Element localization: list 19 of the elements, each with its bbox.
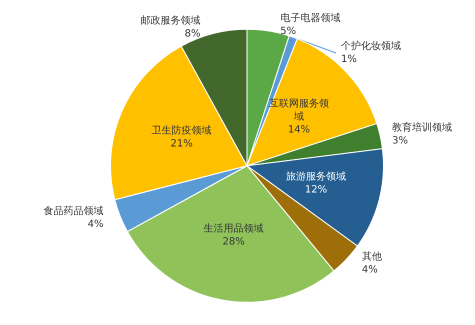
data-label: 3% (392, 136, 408, 147)
slice-label: 邮政服务领域 (140, 14, 201, 27)
slice-label: 旅游服务领域 (286, 170, 346, 182)
slice-label: 生活用品领域 (204, 222, 264, 235)
slice-label: 食品药品领域 (44, 205, 104, 218)
slice-label: 教育培训领域 (392, 122, 452, 134)
data-label: 14% (288, 124, 310, 136)
slice-label: 电子电器领域 (280, 12, 340, 24)
data-label: 28% (222, 236, 245, 248)
data-label: 12% (304, 184, 328, 196)
data-label: 8% (184, 28, 201, 40)
data-label: 5% (280, 26, 296, 38)
data-label: 21% (170, 138, 193, 150)
data-label: 4% (88, 219, 104, 230)
slice-label: 个护化妆领域 (341, 40, 402, 52)
data-label: 4% (362, 264, 378, 276)
slice-label: 卫生防疫领域 (152, 124, 212, 136)
data-label: 1% (341, 54, 357, 66)
slice-label: 其他 (362, 250, 382, 262)
